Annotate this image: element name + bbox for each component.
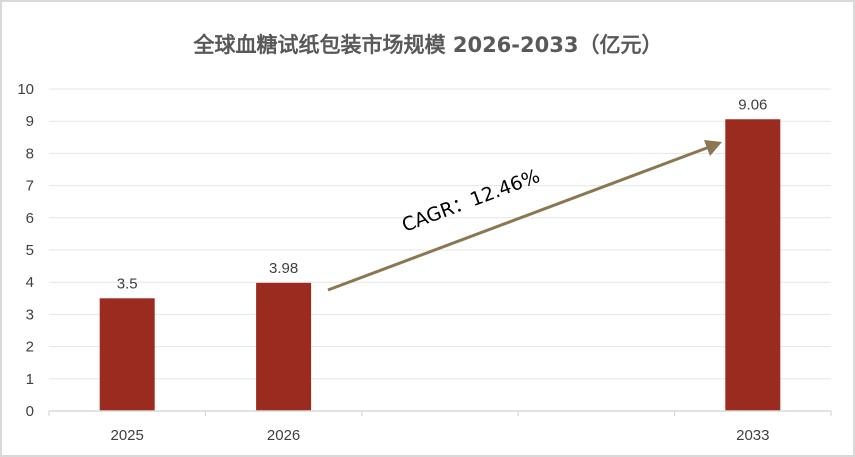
y-tick-label: 9 (26, 113, 34, 130)
y-tick-label: 2 (26, 339, 34, 356)
y-tick-label: 5 (26, 242, 34, 259)
cagr-annotation: CAGR：12.46% (399, 165, 543, 236)
data-label: 9.06 (738, 96, 767, 113)
data-label: 3.5 (117, 275, 138, 292)
bar-2025 (99, 298, 155, 411)
bar-2026 (256, 282, 312, 411)
x-tick-label: 2033 (736, 427, 769, 444)
y-tick-label: 8 (26, 145, 34, 162)
data-label: 3.98 (269, 260, 298, 277)
y-tick-label: 10 (17, 81, 34, 98)
chart-title: 全球血糖试纸包装市场规模 2026-2033（亿元） (193, 33, 663, 57)
y-tick-label: 7 (26, 178, 34, 195)
y-tick-label: 4 (26, 274, 34, 291)
cagr-arrowhead (704, 140, 722, 156)
x-tick-label: 2025 (111, 427, 144, 444)
y-tick-label: 0 (26, 403, 34, 420)
y-tick-label: 1 (26, 371, 34, 388)
y-tick-label: 3 (26, 306, 34, 323)
y-tick-label: 6 (26, 210, 34, 227)
bar-2033 (725, 119, 781, 411)
x-tick-label: 2026 (267, 427, 300, 444)
cagr-arrow (327, 144, 713, 292)
